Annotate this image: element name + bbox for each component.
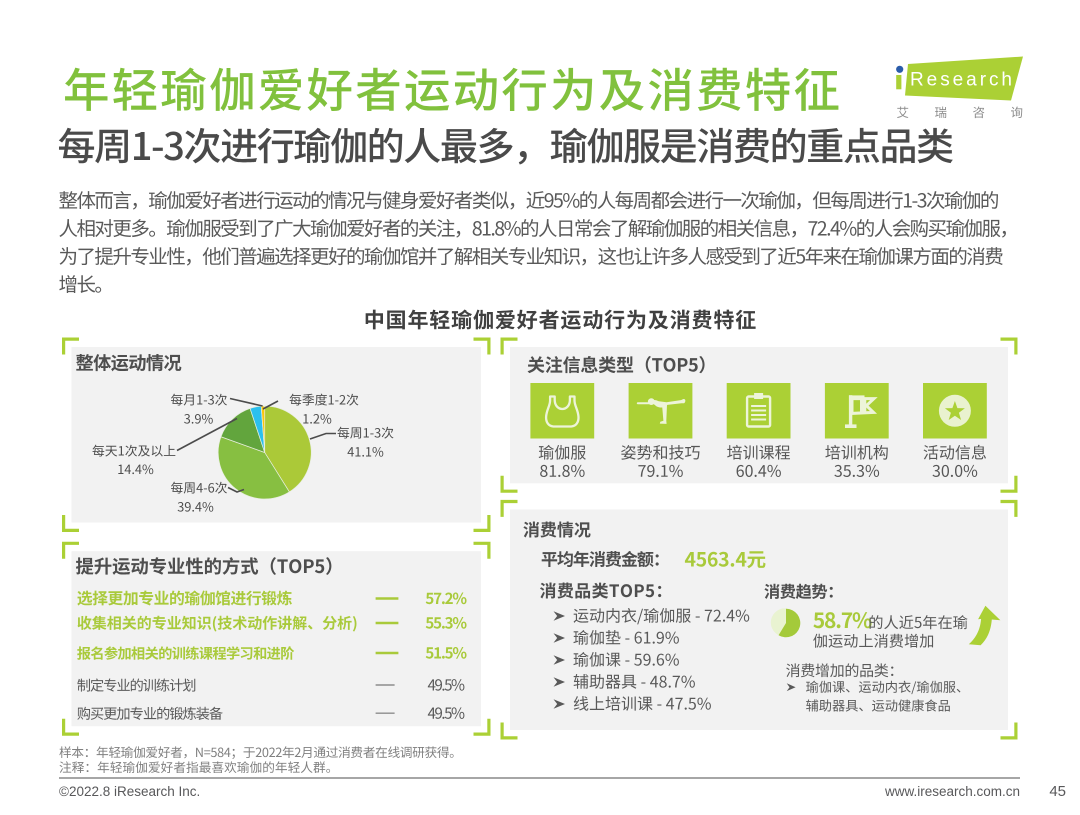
svg-text:www.iresearch.com.cn: www.iresearch.com.cn bbox=[884, 784, 1020, 799]
svg-text:45: 45 bbox=[1049, 783, 1066, 800]
svg-text:©2022.8 iResearch Inc.: ©2022.8 iResearch Inc. bbox=[59, 784, 200, 799]
